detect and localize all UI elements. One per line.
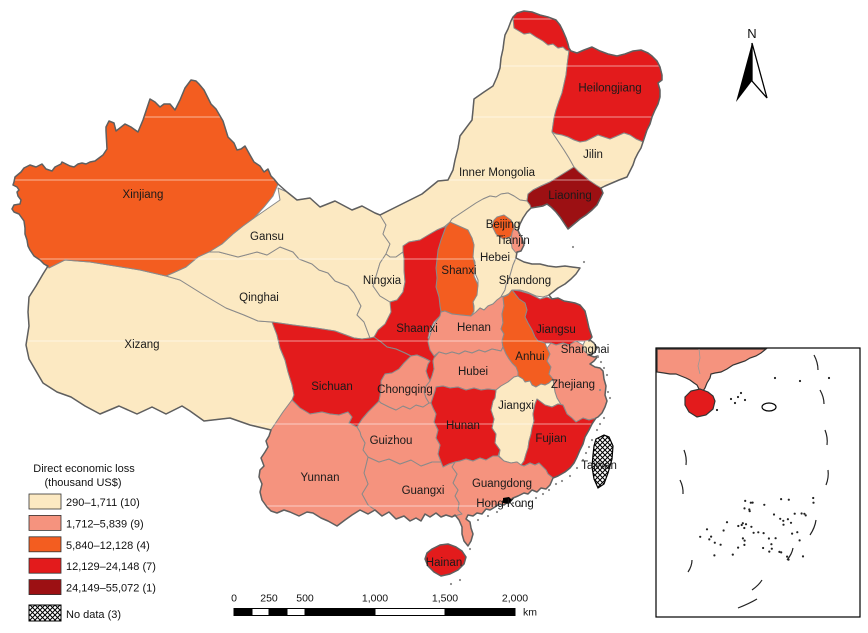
svg-text:Yunnan: Yunnan [300, 472, 339, 484]
svg-text:Henan: Henan [457, 322, 491, 334]
svg-text:2,000: 2,000 [502, 593, 528, 605]
svg-text:Beijing: Beijing [486, 219, 521, 231]
svg-text:Guangxi: Guangxi [402, 485, 445, 497]
svg-text:Ningxia: Ningxia [363, 275, 402, 287]
svg-text:1,500: 1,500 [432, 593, 458, 605]
svg-text:Shandong: Shandong [499, 275, 551, 287]
svg-text:Hainan: Hainan [426, 557, 462, 569]
svg-text:Hunan: Hunan [446, 420, 480, 432]
svg-text:Chongqing: Chongqing [377, 384, 433, 396]
svg-text:Shanxi: Shanxi [441, 265, 476, 277]
svg-text:Hubei: Hubei [458, 366, 488, 378]
svg-text:Jilin: Jilin [583, 149, 603, 161]
svg-text:Guangdong: Guangdong [472, 478, 532, 490]
svg-text:500: 500 [296, 593, 314, 605]
svg-text:Shanghai: Shanghai [561, 344, 610, 356]
svg-text:Tianjin: Tianjin [496, 235, 529, 247]
svg-text:Anhui: Anhui [515, 351, 544, 363]
svg-text:(thousand US$): (thousand US$) [44, 477, 121, 489]
svg-text:Taiwan: Taiwan [581, 460, 617, 472]
svg-text:250: 250 [260, 593, 278, 605]
svg-text:Fujian: Fujian [535, 433, 566, 445]
svg-text:Xinjiang: Xinjiang [123, 189, 164, 201]
svg-text:Qinghai: Qinghai [239, 292, 279, 304]
svg-text:1,712–5,839 (9): 1,712–5,839 (9) [66, 518, 144, 530]
svg-text:290–1,711 (10): 290–1,711 (10) [66, 497, 140, 509]
svg-text:Liaoning: Liaoning [548, 190, 591, 202]
svg-text:Xizang: Xizang [124, 339, 159, 351]
svg-text:0: 0 [231, 593, 237, 605]
svg-text:Shaanxi: Shaanxi [396, 323, 438, 335]
svg-text:Zhejiang: Zhejiang [551, 379, 595, 391]
svg-text:Guizhou: Guizhou [370, 435, 413, 447]
svg-text:km: km [523, 607, 537, 619]
svg-text:24,149–55,072 (1): 24,149–55,072 (1) [66, 583, 156, 595]
svg-text:12,129–24,148 (7): 12,129–24,148 (7) [66, 561, 156, 573]
svg-text:Jiangxi: Jiangxi [498, 400, 534, 412]
svg-text:1,000: 1,000 [362, 593, 388, 605]
svg-text:Gansu: Gansu [250, 231, 284, 243]
svg-text:Jiangsu: Jiangsu [536, 324, 576, 336]
svg-text:Inner Mongolia: Inner Mongolia [459, 167, 536, 179]
svg-text:Heilongjiang: Heilongjiang [578, 83, 641, 95]
svg-text:Direct economic loss: Direct economic loss [33, 463, 135, 475]
svg-text:5,840–12,128 (4): 5,840–12,128 (4) [66, 540, 150, 552]
svg-text:N: N [747, 26, 756, 41]
svg-text:Sichuan: Sichuan [311, 381, 353, 393]
svg-text:No data (3): No data (3) [66, 609, 121, 621]
svg-text:Hebei: Hebei [480, 252, 510, 264]
svg-text:Hong Kong: Hong Kong [476, 498, 534, 510]
